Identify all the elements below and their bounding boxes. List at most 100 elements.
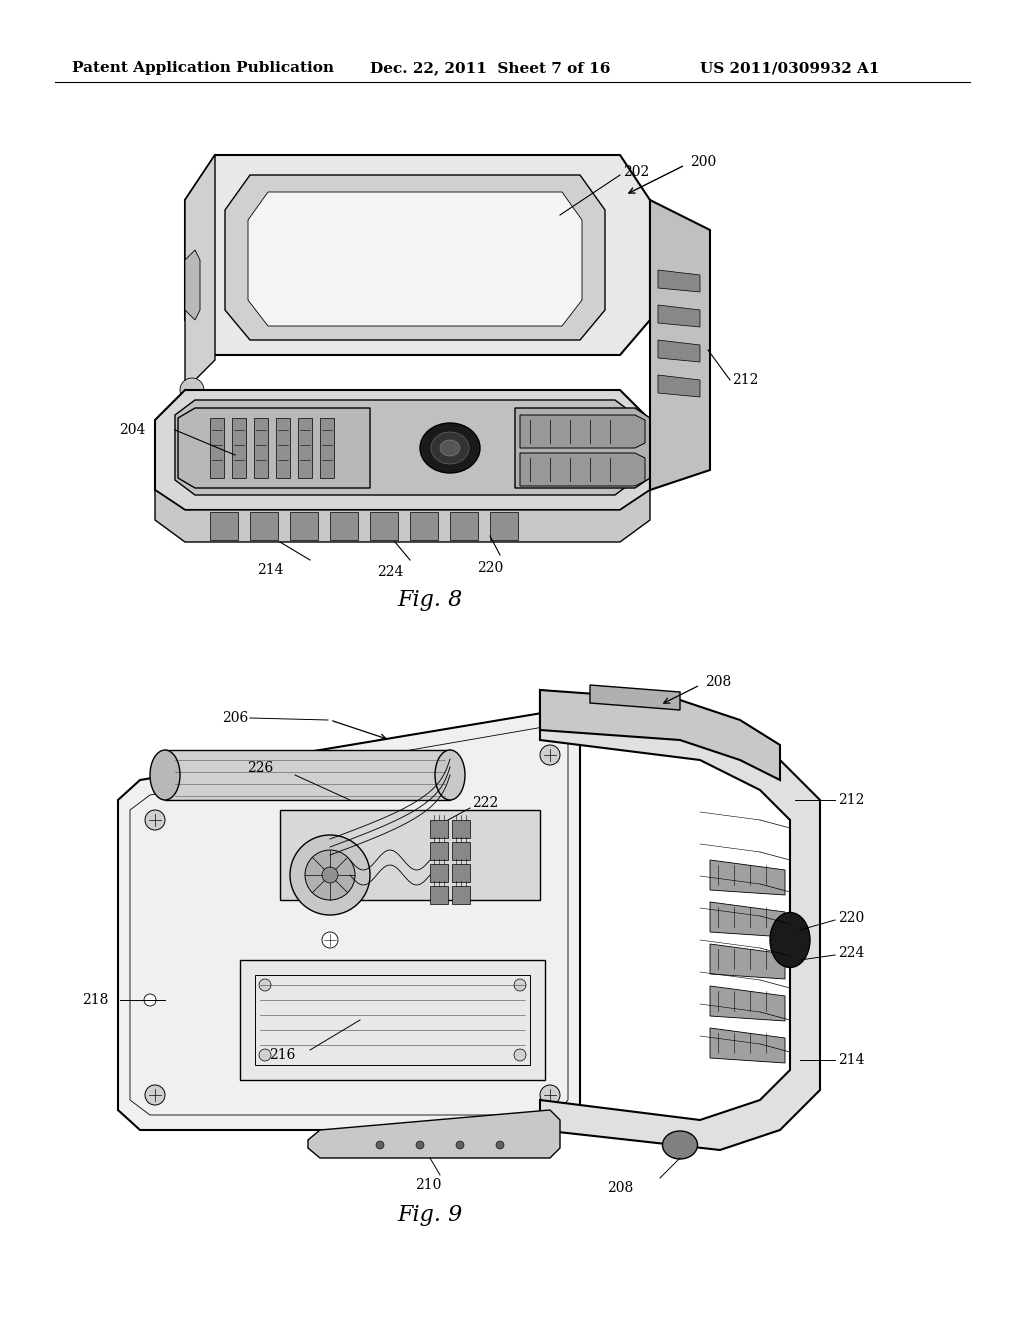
Polygon shape (254, 418, 268, 478)
Text: 224: 224 (838, 946, 864, 960)
Text: 200: 200 (690, 154, 716, 169)
Polygon shape (155, 389, 650, 510)
Polygon shape (430, 842, 449, 861)
Text: 202: 202 (623, 165, 649, 180)
Ellipse shape (435, 750, 465, 800)
Polygon shape (308, 1110, 560, 1158)
Polygon shape (185, 154, 650, 355)
Circle shape (145, 1085, 165, 1105)
Polygon shape (232, 418, 246, 478)
Polygon shape (210, 418, 224, 478)
Text: 204: 204 (119, 422, 145, 437)
Circle shape (514, 979, 526, 991)
Text: Fig. 9: Fig. 9 (397, 1204, 463, 1226)
Polygon shape (452, 842, 470, 861)
Polygon shape (248, 191, 582, 326)
Ellipse shape (420, 422, 480, 473)
Circle shape (322, 932, 338, 948)
Polygon shape (710, 944, 785, 979)
Ellipse shape (150, 750, 180, 800)
Text: 212: 212 (732, 374, 759, 387)
Circle shape (305, 850, 355, 900)
Polygon shape (178, 408, 370, 488)
Circle shape (540, 744, 560, 766)
Text: Fig. 8: Fig. 8 (397, 589, 463, 611)
Ellipse shape (440, 440, 460, 455)
Text: 224: 224 (377, 565, 403, 579)
Polygon shape (118, 710, 580, 1130)
Polygon shape (430, 820, 449, 838)
Text: US 2011/0309932 A1: US 2011/0309932 A1 (700, 61, 880, 75)
Polygon shape (658, 341, 700, 362)
Polygon shape (520, 414, 645, 447)
Text: 206: 206 (222, 711, 248, 725)
Circle shape (376, 1140, 384, 1148)
Polygon shape (520, 453, 645, 486)
Polygon shape (298, 418, 312, 478)
Polygon shape (540, 690, 820, 1150)
Polygon shape (452, 865, 470, 882)
Polygon shape (710, 861, 785, 895)
Text: 208: 208 (705, 675, 731, 689)
Polygon shape (710, 986, 785, 1020)
Polygon shape (210, 512, 238, 540)
Ellipse shape (431, 432, 469, 465)
Text: 210: 210 (415, 1177, 441, 1192)
Polygon shape (650, 201, 710, 490)
Text: 212: 212 (838, 793, 864, 807)
Polygon shape (410, 512, 438, 540)
Polygon shape (515, 408, 650, 488)
Circle shape (514, 1049, 526, 1061)
Polygon shape (452, 886, 470, 904)
Polygon shape (290, 512, 318, 540)
Text: 220: 220 (838, 911, 864, 925)
Polygon shape (658, 305, 700, 327)
Ellipse shape (663, 1131, 697, 1159)
Circle shape (290, 836, 370, 915)
Text: 208: 208 (607, 1181, 633, 1195)
Polygon shape (165, 750, 450, 800)
Polygon shape (185, 154, 215, 389)
Text: 214: 214 (838, 1053, 864, 1067)
Circle shape (180, 378, 204, 403)
Circle shape (456, 1140, 464, 1148)
Polygon shape (280, 810, 540, 900)
Polygon shape (276, 418, 290, 478)
Circle shape (259, 1049, 271, 1061)
Polygon shape (185, 249, 200, 319)
Polygon shape (490, 512, 518, 540)
Ellipse shape (770, 912, 810, 968)
Polygon shape (370, 512, 398, 540)
Polygon shape (225, 176, 605, 341)
Polygon shape (250, 512, 278, 540)
Polygon shape (175, 400, 635, 495)
Circle shape (145, 810, 165, 830)
Polygon shape (658, 271, 700, 292)
Text: Patent Application Publication: Patent Application Publication (72, 61, 334, 75)
Text: 226: 226 (247, 762, 273, 775)
Text: 222: 222 (472, 796, 499, 810)
Circle shape (416, 1140, 424, 1148)
Polygon shape (319, 418, 334, 478)
Text: 218: 218 (82, 993, 108, 1007)
Polygon shape (155, 490, 650, 543)
Polygon shape (710, 902, 785, 937)
Text: 220: 220 (477, 561, 503, 576)
Polygon shape (430, 886, 449, 904)
Polygon shape (710, 1028, 785, 1063)
Polygon shape (452, 820, 470, 838)
Circle shape (496, 1140, 504, 1148)
Polygon shape (240, 960, 545, 1080)
Polygon shape (590, 685, 680, 710)
Circle shape (540, 1085, 560, 1105)
Polygon shape (450, 512, 478, 540)
Text: Dec. 22, 2011  Sheet 7 of 16: Dec. 22, 2011 Sheet 7 of 16 (370, 61, 610, 75)
Circle shape (322, 867, 338, 883)
Polygon shape (658, 375, 700, 397)
Polygon shape (330, 512, 358, 540)
Circle shape (144, 994, 156, 1006)
Polygon shape (430, 865, 449, 882)
Text: 214: 214 (257, 564, 284, 577)
Polygon shape (540, 690, 780, 780)
Text: 216: 216 (268, 1048, 295, 1063)
